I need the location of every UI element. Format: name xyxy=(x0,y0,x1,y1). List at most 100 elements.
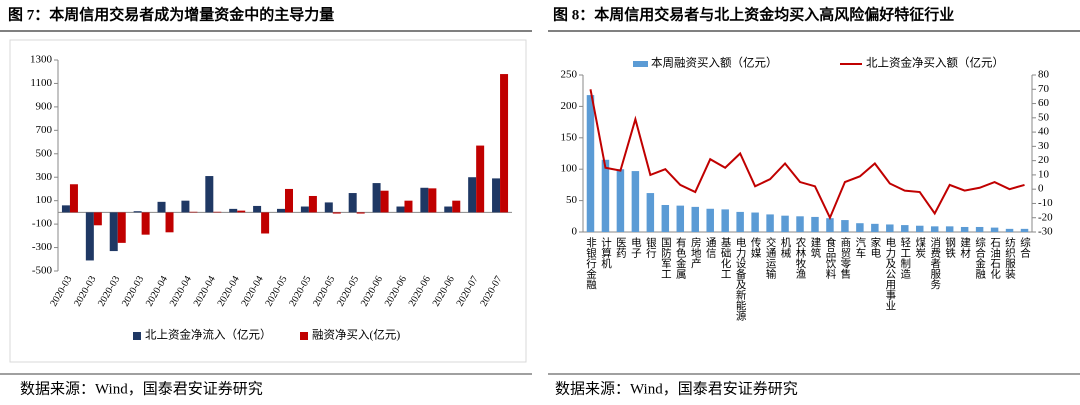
bar xyxy=(766,214,774,232)
bar xyxy=(396,206,405,213)
y2-tick-label: 0 xyxy=(1038,183,1044,195)
bar xyxy=(253,205,262,213)
y2-tick-label: 20 xyxy=(1038,154,1050,166)
x-tick-label: 2020-04 xyxy=(216,274,242,308)
y2-tick-label: 40 xyxy=(1038,126,1050,138)
bar xyxy=(404,200,413,213)
x-tick-label: 纺织服装 xyxy=(1004,236,1015,280)
bar xyxy=(356,212,365,214)
bar xyxy=(706,208,714,232)
x-tick-label: 商贸零售 xyxy=(839,236,850,280)
bar xyxy=(826,218,834,232)
legend-label: 北上资金净买入额（亿元） xyxy=(866,56,1004,70)
x-tick-label: 2020-03 xyxy=(120,274,146,308)
legend-swatch xyxy=(133,332,141,340)
bar xyxy=(189,211,198,213)
legend-label: 本周融资买入额（亿元） xyxy=(651,56,778,70)
bar xyxy=(975,226,984,232)
y-tick-label: 900 xyxy=(36,100,53,112)
bar xyxy=(157,201,166,213)
y-tick-label: 50 xyxy=(566,194,578,206)
y2-tick-label: 10 xyxy=(1038,168,1050,180)
line xyxy=(589,89,1025,221)
x-tick-label: 基础化工 xyxy=(720,236,731,279)
x-tick-label: 2020-03 xyxy=(72,274,98,308)
chart-frame xyxy=(9,39,527,363)
source-note: 数据来源：Wind，国泰君安证券研究 xyxy=(555,380,798,397)
bar xyxy=(751,212,759,232)
x-tick-label: 2020-07 xyxy=(455,274,481,308)
bar xyxy=(856,223,864,232)
bar xyxy=(886,224,894,232)
bar xyxy=(1005,228,1014,232)
x-tick-label: 2020-06 xyxy=(431,274,457,308)
bar xyxy=(277,208,285,213)
bar xyxy=(901,225,909,232)
bar xyxy=(492,178,501,213)
x-tick-label: 交通运输 xyxy=(765,236,776,280)
y2-tick-label: 30 xyxy=(1038,140,1050,152)
x-tick-label: 轻工制造 xyxy=(899,236,910,279)
chart-title: 图 8：本周信用交易者与北上资金均买入高风险偏好特征行业 xyxy=(553,5,954,23)
y-tick-label: 1300 xyxy=(30,54,53,66)
bar xyxy=(916,225,924,232)
x-tick-label: 电力及公用事业 xyxy=(884,236,895,310)
y-tick-label: -100 xyxy=(32,218,53,230)
legend-label: 融资净买入(亿元) xyxy=(312,328,400,342)
bar xyxy=(960,226,969,232)
x-tick-label: 电子 xyxy=(630,236,641,258)
bar xyxy=(165,212,174,233)
x-tick-label: 2020-03 xyxy=(48,274,74,308)
y-tick-label: 250 xyxy=(561,69,578,81)
bar xyxy=(237,210,246,213)
bar xyxy=(616,169,625,232)
x-tick-label: 家电 xyxy=(869,236,880,258)
y-tick-label: 150 xyxy=(561,131,578,143)
y2-tick-label: 50 xyxy=(1038,111,1050,123)
y-tick-label: -500 xyxy=(32,265,53,277)
x-tick-label: 2020-04 xyxy=(192,274,218,308)
x-tick-label: 2020-05 xyxy=(311,274,337,308)
y-tick-label: 200 xyxy=(561,100,578,112)
y-tick-label: -300 xyxy=(32,241,53,253)
bar xyxy=(586,95,595,232)
bar xyxy=(85,212,94,261)
x-tick-label: 2020-07 xyxy=(478,274,504,308)
x-tick-label: 房地产 xyxy=(690,236,701,269)
y2-tick-label: -30 xyxy=(1038,226,1053,238)
bar xyxy=(468,177,477,213)
x-tick-label: 综合 xyxy=(1019,236,1030,259)
x-tick-label: 有色金属 xyxy=(675,236,686,280)
bar xyxy=(133,211,142,213)
bar xyxy=(945,226,954,232)
x-tick-label: 2020-04 xyxy=(239,274,265,308)
x-tick-label: 非银行金融 xyxy=(585,237,596,290)
x-tick-label: 消费者服务 xyxy=(929,236,940,290)
y2-tick-label: -20 xyxy=(1038,211,1053,223)
x-tick-label: 2020-05 xyxy=(263,274,289,308)
legend-label: 北上资金净流入（亿元） xyxy=(145,328,272,342)
x-tick-label: 农林牧渔 xyxy=(795,236,806,280)
x-tick-label: 银行 xyxy=(645,236,656,259)
bar xyxy=(601,159,610,232)
y-tick-label: 300 xyxy=(36,171,53,183)
bar xyxy=(109,212,118,252)
bar xyxy=(1020,228,1029,232)
y-tick-label: 100 xyxy=(36,194,53,206)
bar xyxy=(452,200,461,213)
bar xyxy=(348,193,357,213)
y-tick-label: 1100 xyxy=(30,77,52,89)
x-tick-label: 通信 xyxy=(705,237,716,259)
x-tick-label: 计算机 xyxy=(600,236,611,269)
x-tick-label: 传媒 xyxy=(750,237,761,259)
bar xyxy=(420,187,429,213)
x-tick-label: 食品饮料 xyxy=(824,236,835,280)
x-tick-label: 汽车 xyxy=(854,236,865,259)
x-tick-label: 2020-06 xyxy=(359,274,385,308)
chart-title: 图 7：本周信用交易者成为增量资金中的主导力量 xyxy=(8,5,334,23)
bar xyxy=(736,211,744,232)
bar xyxy=(444,206,453,213)
bar xyxy=(213,211,222,213)
bar xyxy=(990,227,999,232)
